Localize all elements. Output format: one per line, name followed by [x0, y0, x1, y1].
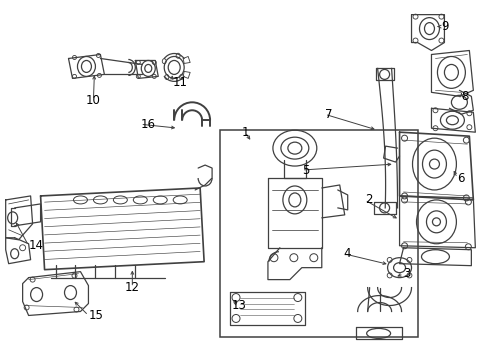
Text: 16: 16: [140, 118, 155, 131]
Text: 11: 11: [172, 76, 187, 89]
Text: 14: 14: [28, 239, 44, 252]
Text: 3: 3: [404, 267, 411, 280]
Text: 7: 7: [325, 108, 332, 121]
Bar: [220, 130, 417, 337]
Text: 2: 2: [365, 193, 372, 206]
Text: 15: 15: [89, 309, 103, 322]
Text: 6: 6: [457, 171, 465, 185]
Text: 9: 9: [441, 20, 449, 33]
Text: 1: 1: [241, 126, 249, 139]
Text: 5: 5: [302, 163, 309, 176]
Text: 12: 12: [125, 281, 140, 294]
Text: 4: 4: [343, 247, 351, 260]
Text: 8: 8: [462, 90, 469, 103]
Text: 13: 13: [232, 299, 247, 312]
Text: 10: 10: [86, 94, 101, 107]
